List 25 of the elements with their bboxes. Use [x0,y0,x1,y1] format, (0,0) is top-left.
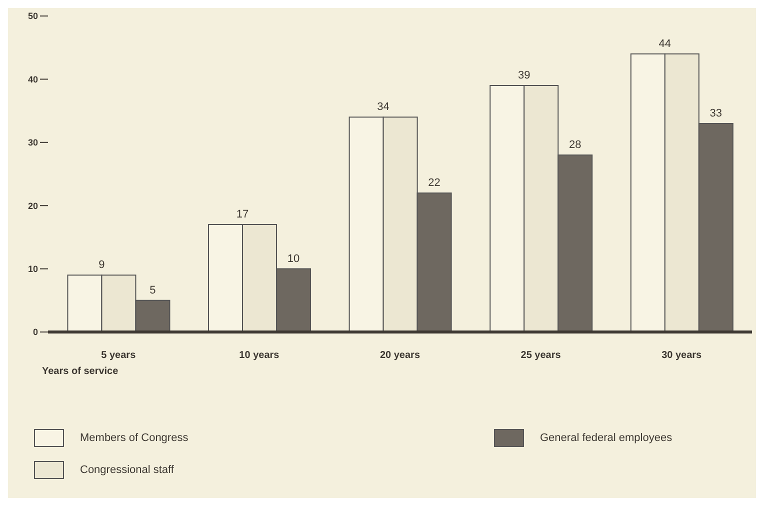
x-tick-label: 10 years [239,350,280,361]
data-label: 5 [150,284,156,296]
data-label: 34 [377,101,390,114]
legend-label: General federal employees [540,432,672,444]
x-tick-label: 5 years [101,350,136,361]
x-axis-title: Years of service [42,366,120,377]
y-tick-label: 30 [28,138,38,148]
y-tick-label: 0 [32,327,38,338]
y-tick-label: 50 [28,11,38,22]
data-label: 39 [518,70,530,82]
data-label: 10 [287,252,300,265]
data-label: 22 [428,176,440,189]
legend-label: Congressional staff [80,464,174,476]
y-tick-label: 40 [28,74,38,84]
x-tick-label: 20 years [380,350,420,361]
x-tick-label: 25 years [520,350,562,361]
data-label: 44 [658,38,672,50]
x-tick-label: 30 years [662,350,702,361]
data-label: 17 [236,208,249,221]
legend-label: Members of Congress [80,432,188,444]
y-tick-label: 20 [28,200,38,211]
data-label: 28 [568,139,582,152]
data-label: 9 [98,259,105,272]
y-tick-label: 10 [28,264,38,274]
data-label: 33 [710,107,722,120]
